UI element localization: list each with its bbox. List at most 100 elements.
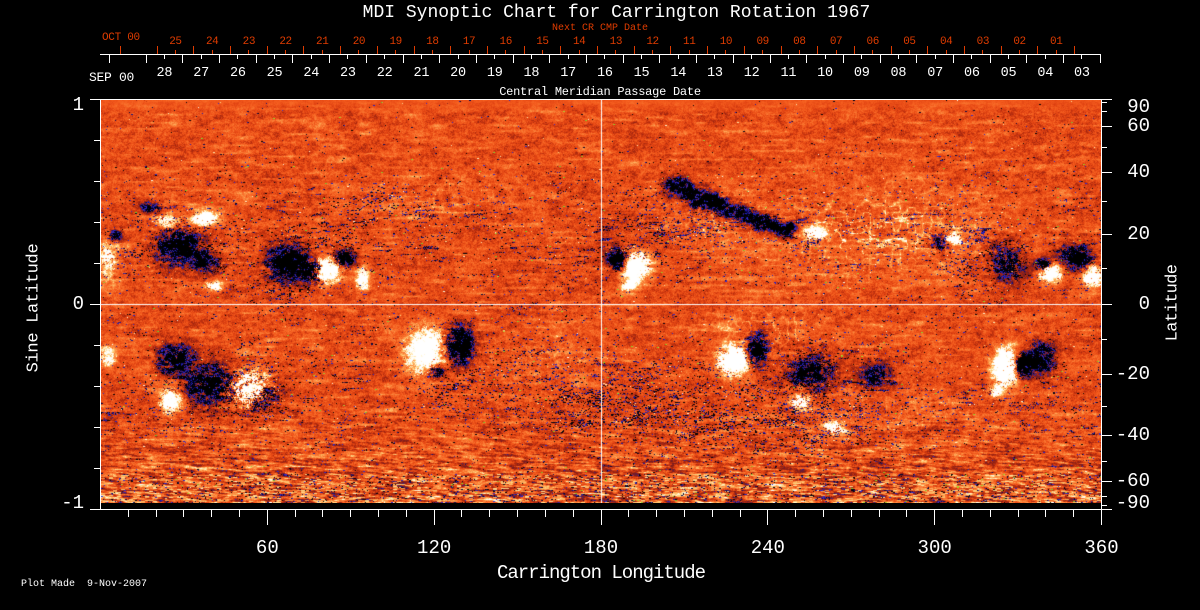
axis-line: [684, 509, 685, 517]
magnetogram-heatmap: [101, 100, 1101, 503]
next-cr-day-label: 15: [536, 35, 549, 48]
cmp-day-label: 09: [853, 65, 870, 81]
axis-line: [1056, 50, 1057, 54]
axis-line: [439, 54, 440, 63]
axis-line: [597, 46, 598, 54]
axis-line: [1101, 147, 1107, 148]
axis-line: [795, 509, 796, 517]
axis-line: [1037, 46, 1038, 54]
next-cr-day-label: 18: [426, 35, 439, 48]
latitude-tick-label: 0: [1138, 292, 1150, 315]
axis-line: [1101, 339, 1107, 340]
axis-line: [806, 54, 807, 63]
axis-line: [505, 50, 506, 54]
axis-line: [164, 54, 165, 59]
axis-line: [267, 509, 268, 525]
axis-line: [1101, 234, 1112, 235]
axis-line: [689, 50, 690, 54]
cmp-day-label: 18: [523, 65, 540, 81]
longitude-tick-label: 240: [750, 537, 785, 559]
axis-line: [94, 345, 100, 346]
axis-line: [861, 54, 862, 59]
sine-latitude-tick-label: 1: [72, 94, 84, 116]
axis-line: [295, 509, 296, 517]
axis-line: [628, 509, 629, 517]
axis-line: [1101, 406, 1107, 407]
axis-line: [524, 46, 525, 54]
cmp-day-label: 14: [670, 65, 687, 81]
axis-line: [311, 54, 312, 59]
cmp-day-label: 06: [963, 65, 980, 81]
cmp-day-label: 03: [1074, 65, 1090, 81]
axis-line: [156, 509, 157, 517]
axis-line: [90, 99, 101, 100]
axis-line: [542, 50, 543, 54]
axis-line: [239, 509, 240, 517]
axis-line: [414, 46, 415, 54]
y-axis-left-title: Sine Latitude: [24, 243, 44, 373]
axis-line: [641, 54, 642, 59]
axis-line: [953, 54, 954, 63]
cmp-day-label: 25: [266, 65, 283, 81]
axis-line: [219, 54, 220, 63]
axis-line: [90, 304, 101, 305]
cmp-day-label: 17: [560, 65, 577, 81]
axis-line: [322, 50, 323, 54]
cmp-date-axis-label: Central Meridian Passage Date: [499, 85, 701, 99]
axis-line: [329, 54, 330, 63]
next-cr-day-label: 25: [169, 35, 182, 48]
next-cr-day-label: 17: [462, 35, 476, 48]
axis-line: [982, 50, 983, 54]
axis-line: [990, 509, 991, 517]
axis-line: [962, 509, 963, 517]
axis-line: [744, 46, 745, 54]
next-cr-day-label: 24: [205, 35, 219, 48]
axis-line: [1101, 126, 1112, 127]
cmp-day-label: 19: [486, 65, 503, 81]
axis-line: [489, 509, 490, 517]
axis-line: [1101, 201, 1107, 202]
cmp-day-label: 27: [193, 65, 210, 81]
axis-line: [1008, 54, 1009, 59]
axis-line: [573, 509, 574, 517]
cmp-month-label: SEP 00: [89, 70, 135, 85]
axis-line: [128, 509, 129, 517]
cmp-day-label: 23: [340, 65, 356, 81]
axis-line: [340, 46, 341, 54]
longitude-tick-label: 180: [583, 537, 619, 559]
axis-line: [659, 54, 660, 63]
next-cr-day-label: 11: [683, 35, 696, 48]
axis-line: [733, 54, 734, 63]
axis-line: [879, 509, 880, 517]
axis-line: [579, 50, 580, 54]
longitude-tick-label: 60: [255, 537, 279, 559]
axis-line: [94, 468, 100, 469]
cmp-day-label: 22: [376, 65, 393, 81]
axis-line: [183, 509, 184, 517]
axis-line: [303, 46, 304, 54]
axis-line: [487, 46, 488, 54]
axis-line: [935, 54, 936, 59]
axis-line: [347, 54, 348, 59]
axis-line: [817, 46, 818, 54]
axis-line: [880, 54, 881, 63]
axis-line: [604, 54, 605, 59]
axis-line: [406, 509, 407, 517]
axis-line: [201, 54, 202, 59]
axis-line: [403, 54, 404, 63]
axis-line: [1026, 54, 1027, 63]
axis-line: [212, 50, 213, 54]
axis-line: [182, 54, 183, 63]
axis-line: [725, 50, 726, 54]
axis-line: [843, 54, 844, 63]
axis-line: [450, 46, 451, 54]
axis-line: [100, 99, 1101, 100]
axis-line: [256, 54, 257, 63]
axis-line: [378, 509, 379, 517]
axis-line: [531, 54, 532, 59]
cmp-day-label: 15: [633, 65, 650, 81]
axis-line: [90, 509, 101, 510]
axis-line: [434, 509, 435, 525]
next-cr-day-label: 20: [352, 35, 366, 48]
axis-line: [432, 50, 433, 54]
